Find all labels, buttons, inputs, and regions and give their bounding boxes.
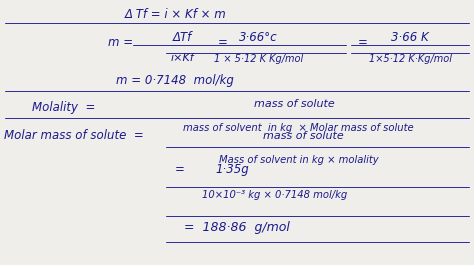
Text: 1×5·12 K·Kg/mol: 1×5·12 K·Kg/mol xyxy=(368,54,452,64)
Text: mass of solute: mass of solute xyxy=(263,131,344,141)
Text: Mass of solvent in kg × molality: Mass of solvent in kg × molality xyxy=(219,154,378,165)
Text: =: = xyxy=(175,163,185,176)
Text: =: = xyxy=(218,36,228,49)
Text: mass of solute: mass of solute xyxy=(254,99,334,109)
Text: Molar mass of solute  =: Molar mass of solute = xyxy=(4,129,143,142)
Text: =  188·86  g/mol: = 188·86 g/mol xyxy=(184,221,290,235)
Text: =: = xyxy=(358,36,367,49)
Text: ΔTf: ΔTf xyxy=(173,30,192,44)
Text: 1 × 5·12 K Kg/mol: 1 × 5·12 K Kg/mol xyxy=(214,54,303,64)
Text: Δ Tf = i × Kf × m: Δ Tf = i × Kf × m xyxy=(125,8,226,21)
Text: Molality  =: Molality = xyxy=(32,101,96,114)
Text: m = 0·7148  mol/kg: m = 0·7148 mol/kg xyxy=(117,74,234,87)
Text: i×Kf: i×Kf xyxy=(171,53,194,63)
Text: mass of solvent  in kg  × Molar mass of solute: mass of solvent in kg × Molar mass of so… xyxy=(183,123,414,133)
Text: 10×10⁻³ kg × 0·7148 mol/kg: 10×10⁻³ kg × 0·7148 mol/kg xyxy=(202,190,347,200)
Text: 1·35g: 1·35g xyxy=(215,163,249,176)
Text: 3·66°c: 3·66°c xyxy=(239,31,278,44)
Text: 3·66 K: 3·66 K xyxy=(391,31,429,44)
Text: m =: m = xyxy=(108,36,134,49)
